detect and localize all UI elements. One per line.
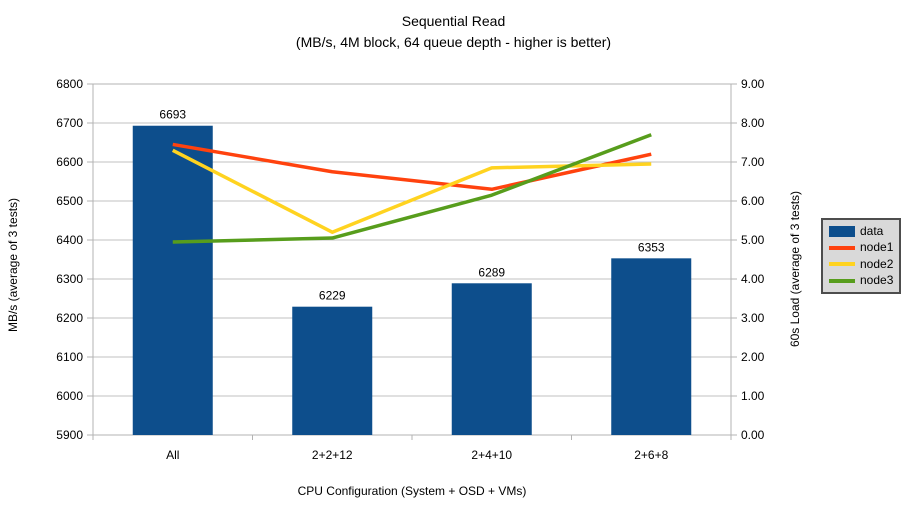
legend-swatch-node3 <box>829 278 855 283</box>
right-axis-tick-label: 3.00 <box>741 311 765 325</box>
title-block: Sequential Read (MB/s, 4M block, 64 queu… <box>0 11 907 53</box>
bar-data-label: 6693 <box>159 108 186 122</box>
bar-data-label: 6229 <box>319 289 346 303</box>
bar <box>451 283 532 435</box>
legend-swatch-node2 <box>829 262 855 267</box>
bar <box>132 125 213 435</box>
legend-item-node1: node1 <box>829 240 899 255</box>
right-axis-tick-label: 2.00 <box>741 350 765 364</box>
legend: data node1 node2 node3 <box>821 218 901 294</box>
x-category-label: 2+4+10 <box>471 448 512 462</box>
left-axis-tick-label: 6600 <box>56 155 83 169</box>
left-axis-title: MB/s (average of 3 tests) <box>6 197 20 333</box>
right-axis-tick-label: 7.00 <box>741 155 765 169</box>
line-series-node1 <box>172 142 652 192</box>
legend-item-data: data <box>829 224 899 239</box>
chart-subtitle: (MB/s, 4M block, 64 queue depth - higher… <box>295 34 612 50</box>
right-axis-tick-label: 8.00 <box>741 116 765 130</box>
legend-item-node2: node2 <box>829 257 899 272</box>
legend-item-node3: node3 <box>829 273 899 288</box>
right-axis-tick-label: 5.00 <box>741 233 765 247</box>
left-axis-tick-label: 6200 <box>56 311 83 325</box>
chart-title: Sequential Read <box>401 13 506 29</box>
left-axis-tick-label: 6300 <box>56 272 83 286</box>
left-axis-tick-label: 6400 <box>56 233 83 247</box>
left-axis-tick-label: 6100 <box>56 350 83 364</box>
left-axis-tick-label: 6700 <box>56 116 83 130</box>
bar <box>611 258 692 435</box>
right-axis-tick-label: 4.00 <box>741 272 765 286</box>
right-axis-tick-label: 0.00 <box>741 428 765 442</box>
legend-label: node3 <box>860 273 894 288</box>
x-axis-title: CPU Configuration (System + OSD + VMs) <box>297 484 527 498</box>
bar-data-label: 6289 <box>478 265 505 279</box>
x-category-label: All <box>166 448 179 462</box>
legend-label: node2 <box>860 256 894 271</box>
left-axis-tick-label: 6500 <box>56 194 83 208</box>
x-category-label: 2+6+8 <box>634 448 668 462</box>
right-axis-tick-label: 9.00 <box>741 77 765 91</box>
right-axis-tick-label: 6.00 <box>741 194 765 208</box>
bar <box>292 306 373 435</box>
legend-swatch-data <box>829 225 855 237</box>
bar-data-label: 6353 <box>638 240 665 254</box>
left-axis-tick-label: 6000 <box>56 389 83 403</box>
x-category-label: 2+2+12 <box>312 448 353 462</box>
legend-swatch-node1 <box>829 245 855 250</box>
legend-label: data <box>860 223 884 238</box>
legend-label: node1 <box>860 240 894 255</box>
left-axis-tick-label: 6800 <box>56 77 83 91</box>
right-axis-tick-label: 1.00 <box>741 389 765 403</box>
left-axis-tick-label: 5900 <box>56 428 83 442</box>
line-series-node3 <box>172 133 652 244</box>
right-axis-title: 60s Load (average of 3 tests) <box>788 190 802 348</box>
